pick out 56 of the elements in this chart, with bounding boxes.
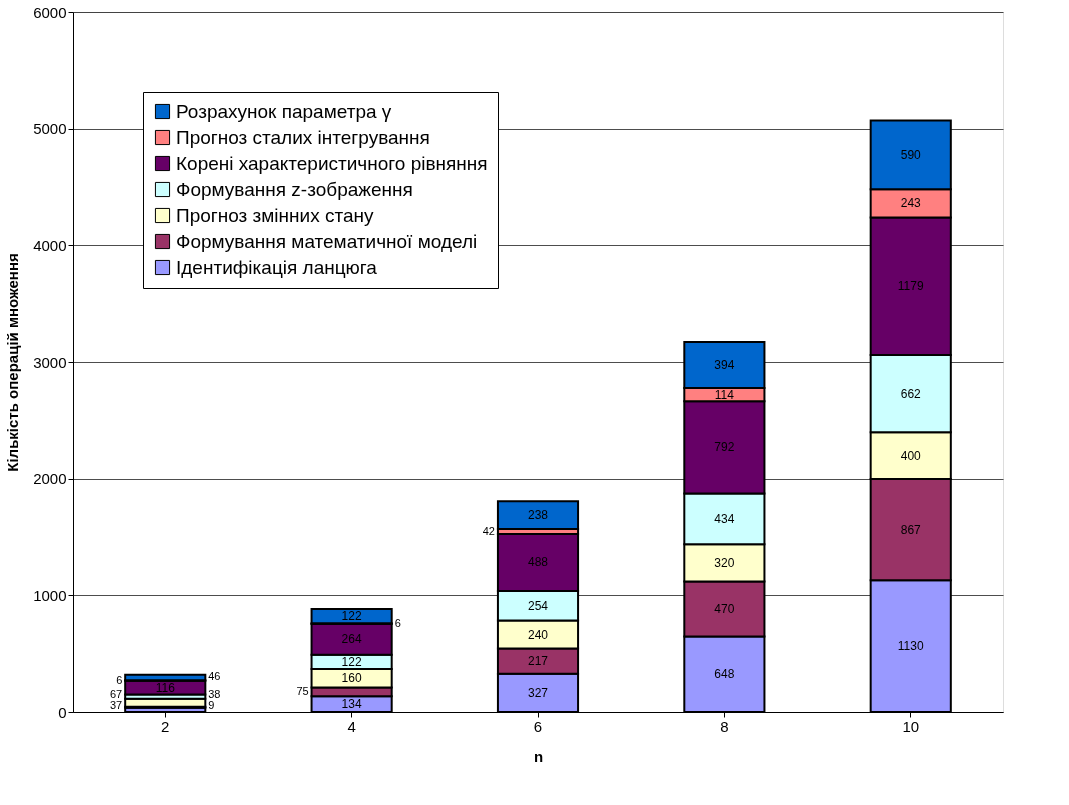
data-label: 320 xyxy=(714,555,735,570)
data-label: 792 xyxy=(714,440,735,455)
data-label: 470 xyxy=(714,601,735,616)
y-axis-title: Кількість операцій множення xyxy=(4,253,22,472)
legend-label: Розрахунок параметра γ xyxy=(176,100,392,122)
x-axis-title: n xyxy=(533,747,544,765)
x-tick-label: 2 xyxy=(161,717,170,735)
data-label: 1179 xyxy=(897,279,924,294)
data-label: 114 xyxy=(714,387,735,402)
data-label: 67 xyxy=(110,688,123,700)
y-tick-label: 1000 xyxy=(33,586,67,604)
x-tick-label: 6 xyxy=(533,717,543,735)
data-label: 394 xyxy=(714,357,735,372)
data-label: 6 xyxy=(116,673,123,686)
y-tick-label: 0 xyxy=(58,703,67,721)
data-label: 254 xyxy=(527,598,549,613)
legend-label: Формування математичної моделі xyxy=(176,230,478,252)
y-tick-label: 2000 xyxy=(33,470,67,488)
legend-label: Корені характеристичного рівняння xyxy=(176,152,488,174)
data-label: 217 xyxy=(527,654,549,669)
data-label: 238 xyxy=(527,508,549,523)
data-label: 243 xyxy=(900,196,922,211)
data-label: 264 xyxy=(341,632,362,647)
data-label: 867 xyxy=(900,522,922,537)
data-label: 122 xyxy=(341,609,362,624)
y-tick-label: 3000 xyxy=(33,353,67,371)
legend-label: Прогноз сталих інтегрування xyxy=(176,126,430,148)
legend-label: Формування z-зображення xyxy=(176,178,413,200)
data-label: 240 xyxy=(527,627,549,642)
data-label: 160 xyxy=(341,671,362,686)
y-tick-label: 6000 xyxy=(33,3,67,21)
data-label: 1130 xyxy=(897,639,924,654)
x-tick-label: 8 xyxy=(720,717,729,735)
data-label: 75 xyxy=(296,684,309,697)
x-tick-label: 10 xyxy=(902,717,920,735)
data-label: 134 xyxy=(341,697,362,712)
data-label: 38 xyxy=(208,688,221,700)
legend-label: Ідентифікація ланцюга xyxy=(176,256,378,278)
data-label: 400 xyxy=(900,448,922,463)
x-tick-label: 4 xyxy=(347,717,356,735)
data-label: 46 xyxy=(208,670,221,683)
data-label: 434 xyxy=(714,511,735,526)
y-tick-label: 5000 xyxy=(33,120,67,138)
data-label: 42 xyxy=(482,524,495,537)
data-label: 327 xyxy=(527,685,549,700)
data-label: 662 xyxy=(900,386,922,401)
data-label: 116 xyxy=(155,680,176,695)
y-tick-label: 4000 xyxy=(33,236,67,254)
data-label: 37 xyxy=(110,699,123,711)
data-label: 648 xyxy=(714,667,735,682)
data-label: 590 xyxy=(900,147,922,162)
data-label: 488 xyxy=(527,555,549,570)
data-label: 6 xyxy=(394,616,401,629)
data-label: 9 xyxy=(208,699,215,711)
legend-label: Прогноз змінних стану xyxy=(176,204,374,226)
data-label: 122 xyxy=(341,654,362,669)
